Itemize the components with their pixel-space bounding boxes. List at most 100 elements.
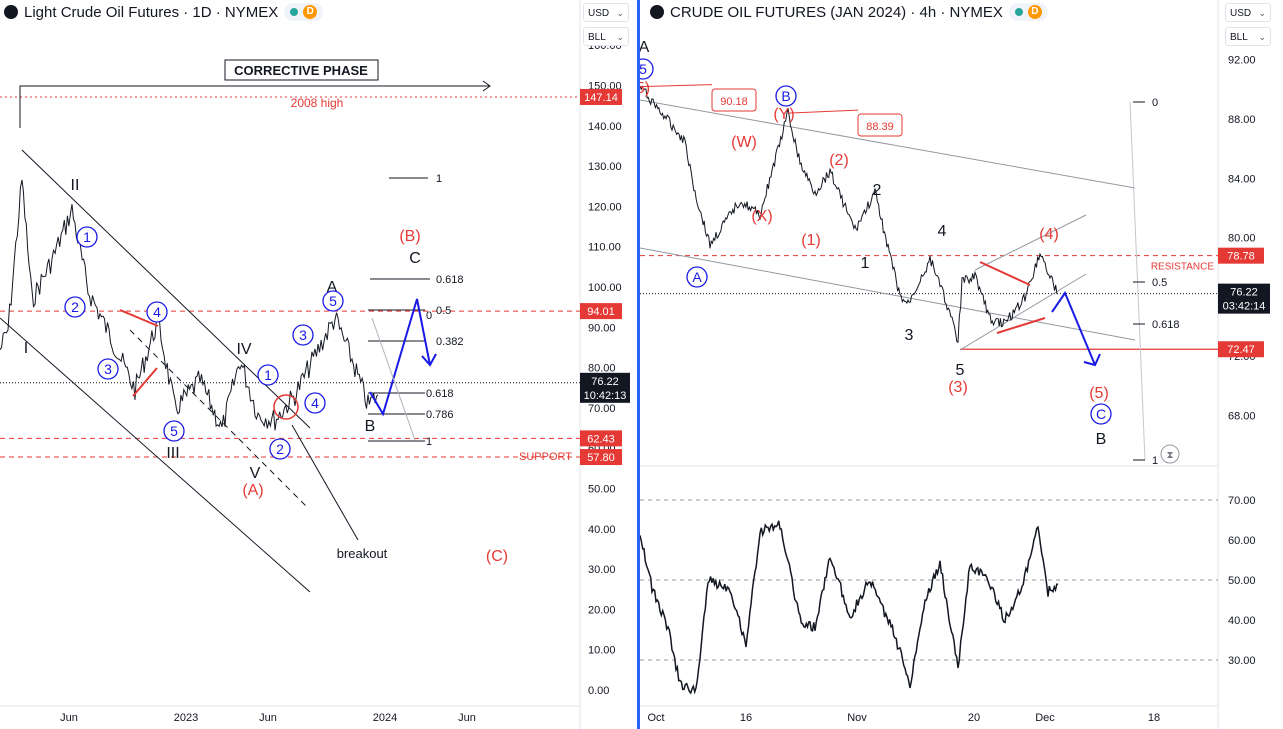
fib-level-label: 0.5	[436, 305, 451, 317]
unit-select[interactable]: BLL ⌄	[583, 27, 629, 46]
corrective-phase-label: CORRECTIVE PHASE	[234, 63, 368, 78]
price-series-line	[0, 179, 379, 431]
wave-label-red: (5)	[1089, 385, 1109, 402]
y-tick-label: 88.00	[1228, 114, 1256, 126]
x-tick-label: 16	[740, 712, 752, 724]
circled-wave-C: C	[1096, 406, 1106, 422]
y-tick-label: 0.00	[588, 685, 609, 697]
panel-divider[interactable]	[637, 0, 640, 729]
wave-label-red: (A)	[242, 482, 263, 499]
channel-lower-line[interactable]	[640, 247, 1136, 341]
circled-wave-1: 1	[264, 367, 272, 383]
currency-select[interactable]: USD ⌄	[583, 3, 629, 22]
wave-label-red: (X)	[751, 208, 772, 225]
fib-level-label: 0.618	[436, 274, 464, 286]
price-tag-94: 94.01	[587, 306, 615, 318]
boxed-price-b-box	[857, 113, 903, 137]
circled-wave-2: 2	[276, 441, 284, 457]
wave-label-black: 5	[956, 362, 965, 379]
wave-label-black: II	[71, 177, 80, 194]
rsi-series-line	[640, 520, 1059, 695]
right-chart-canvas[interactable]: 92.0088.0084.0080.0076.0072.0068.0070.00…	[640, 0, 1283, 729]
market-open-icon	[290, 8, 299, 16]
circled-wave-4-circle	[146, 301, 168, 323]
y-tick-label: 20.00	[588, 604, 616, 616]
x-tick-label: 20	[968, 712, 980, 724]
breakout-pointer-line	[291, 424, 359, 541]
circled-wave-2: 2	[71, 299, 79, 315]
fib-level-label: 0.382	[436, 336, 464, 348]
circled-wave-B: B	[781, 88, 790, 104]
arrow-head-icon	[482, 80, 491, 92]
price-tag-72-bg	[1218, 341, 1264, 358]
y-tick-label: 70.00	[588, 403, 616, 415]
red-trend-segment	[979, 261, 1031, 286]
left-status-pill[interactable]: D	[284, 3, 324, 21]
y-tick-label: 100.00	[588, 282, 622, 294]
circled-wave-4-circle	[304, 392, 326, 414]
circled-wave-C-circle	[1090, 403, 1112, 425]
price-tag-last-bg	[580, 372, 630, 389]
arrow-head-icon	[1083, 353, 1101, 367]
rsi-tick-label: 70.00	[1228, 495, 1256, 507]
price-tag-last-bg	[1218, 283, 1270, 300]
x-tick-label: Oct	[647, 712, 664, 724]
symbol-logo-icon	[4, 5, 18, 19]
circled-wave-3-circle	[292, 324, 314, 346]
wave-label-black: 1	[861, 255, 870, 272]
fib-level-label: 0	[426, 310, 432, 322]
price-tag-62: 62.43	[587, 433, 615, 445]
circled-wave-A-circle	[686, 266, 708, 288]
right-chart-title[interactable]: CRUDE OIL FUTURES (JAN 2024) · 4h · NYME…	[670, 3, 1003, 21]
price-tag-last: 76.22	[591, 376, 619, 388]
boxed-price-a-box	[711, 88, 757, 112]
hourglass-icon: ⧗	[1166, 450, 1173, 461]
y-tick-label: 40.00	[588, 524, 616, 536]
circled-wave-A: A	[692, 269, 702, 285]
circled-wave-5: 5	[329, 293, 337, 309]
circled-wave-3: 3	[104, 361, 112, 377]
channel-lower-line[interactable]	[0, 317, 311, 593]
left-chart-canvas[interactable]: 160.00150.00140.00130.00120.00110.00100.…	[0, 0, 637, 729]
unit-select[interactable]: BLL ⌄	[1225, 27, 1271, 46]
fib-level-label: 1	[436, 173, 442, 185]
wave-label-red: (3)	[948, 379, 968, 396]
left-chart-title[interactable]: Light Crude Oil Futures · 1D · NYMEX	[24, 3, 279, 21]
arrow-head-icon	[421, 353, 437, 367]
wedge-lower-line	[959, 273, 1087, 351]
boxed-price-b: 88.39	[866, 121, 894, 133]
red-trend-segment-2	[132, 367, 158, 397]
countdown-tag-bg	[580, 386, 630, 403]
currency-select[interactable]: USD ⌄	[1225, 3, 1271, 22]
wave-label-red: (4)	[1039, 226, 1059, 243]
fib-level-label: 1	[1152, 455, 1158, 467]
channel-upper-line[interactable]	[21, 149, 311, 429]
chevron-down-icon: ⌄	[616, 8, 624, 18]
box-connector	[787, 109, 859, 114]
right-status-pill[interactable]: D	[1008, 3, 1048, 21]
y-tick-label: 120.00	[588, 201, 622, 213]
wedge-upper-line	[974, 214, 1087, 271]
circled-wave-5: 5	[640, 61, 647, 77]
price-tag-94-bg	[580, 303, 622, 320]
x-tick-label: Jun	[259, 712, 277, 724]
replay-hourglass-icon[interactable]	[1160, 444, 1180, 464]
high-2008-label: 2008 high	[291, 96, 344, 110]
left-chart-panel: 160.00150.00140.00130.00120.00110.00100.…	[0, 0, 637, 729]
price-tag-72: 72.47	[1227, 344, 1255, 356]
wave-label-black: B	[365, 418, 376, 435]
price-tag-last: 76.22	[1230, 287, 1258, 299]
wave-label-black: I	[24, 340, 28, 357]
countdown-tag-bg	[1218, 297, 1270, 314]
resistance-label: RESISTANCE	[1151, 262, 1214, 273]
right-chart-panel: 92.0088.0084.0080.0076.0072.0068.0070.00…	[640, 0, 1283, 729]
circled-wave-4: 4	[311, 395, 319, 411]
wave-label-red: (B)	[399, 228, 420, 245]
red-trend-segment-1	[119, 309, 159, 327]
circled-wave-3: 3	[299, 327, 307, 343]
channel-upper-line[interactable]	[640, 99, 1136, 189]
delayed-data-icon: D	[1027, 5, 1042, 19]
market-open-icon	[1014, 8, 1023, 16]
price-tag-62-bg	[580, 430, 622, 447]
circled-wave-4: 4	[153, 304, 161, 320]
